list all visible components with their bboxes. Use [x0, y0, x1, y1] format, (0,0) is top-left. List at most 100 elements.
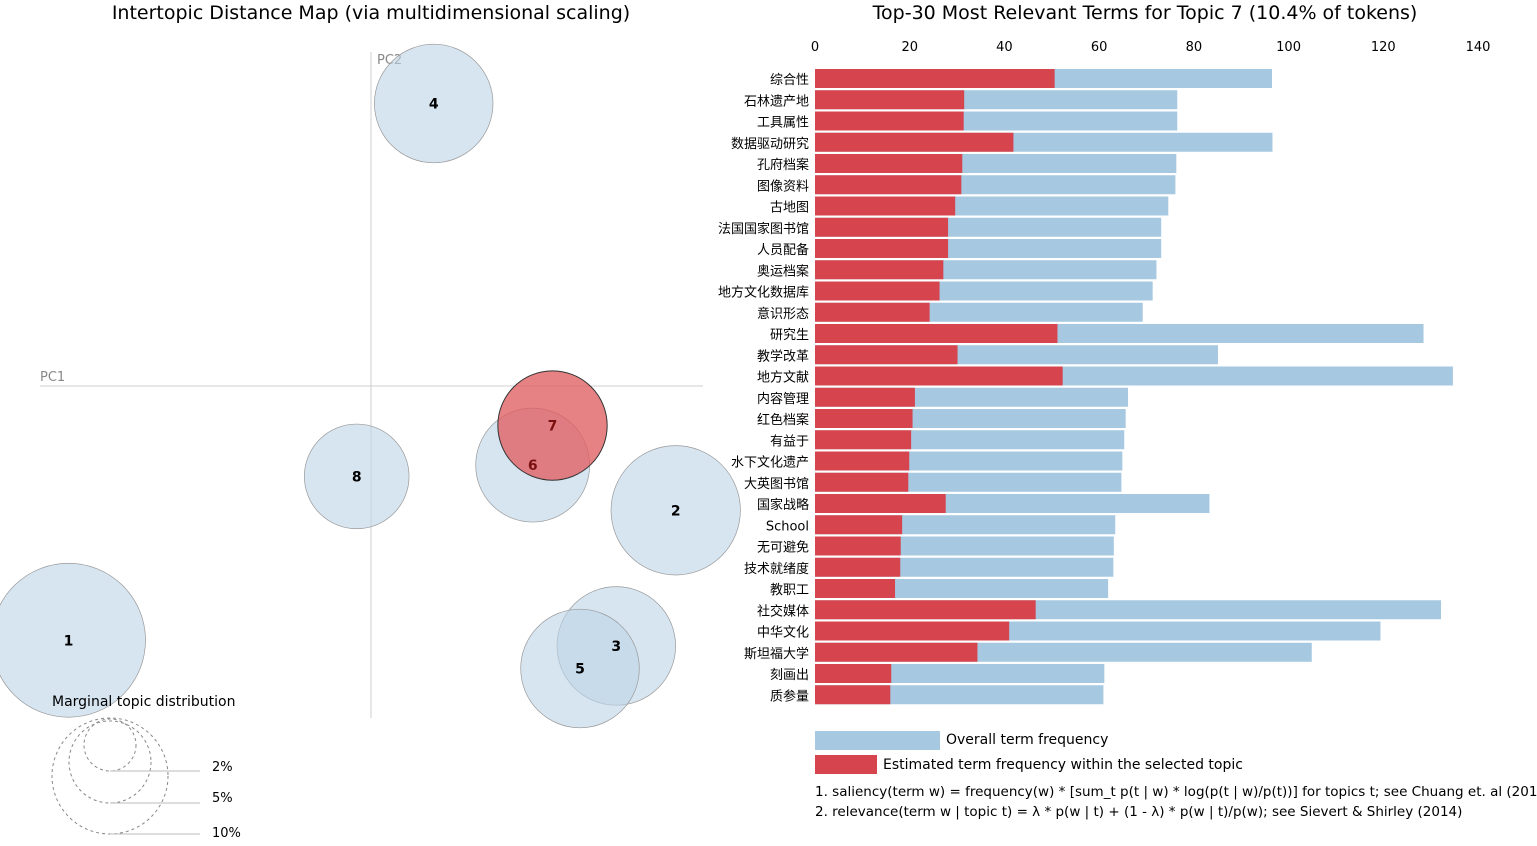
topic-label-7: 7 [548, 419, 558, 435]
topic-circle-1[interactable] [0, 562, 146, 718]
estimated-bar-4[interactable] [815, 154, 963, 173]
topic-label-1: 1 [64, 633, 74, 649]
estimated-bar-13[interactable] [815, 345, 958, 365]
x-tick-40: 40 [996, 40, 1013, 55]
term-label-28[interactable]: 刻画出 [770, 668, 809, 683]
topic-label-6: 6 [528, 458, 538, 474]
marginal-circle-2pct [83, 718, 137, 772]
topic-label-2: 2 [671, 503, 681, 519]
term-label-18[interactable]: 水下文化遗产 [731, 456, 809, 471]
topic-label-3: 3 [611, 639, 621, 655]
marginal-circle-5pct [68, 720, 152, 804]
estimated-bar-2[interactable] [815, 111, 964, 131]
x-tick-0: 0 [811, 40, 819, 55]
estimated-bar-27[interactable] [815, 642, 978, 662]
term-label-4[interactable]: 孔府档案 [757, 158, 809, 173]
estimated-bar-26[interactable] [815, 621, 1010, 641]
term-label-8[interactable]: 人员配备 [757, 242, 809, 258]
term-label-6[interactable]: 古地图 [770, 201, 809, 216]
term-label-22[interactable]: 无可避免 [757, 541, 809, 556]
legend-swatch-estimated [815, 755, 877, 774]
term-label-5[interactable]: 图像资料 [757, 179, 809, 194]
term-label-11[interactable]: 意识形态 [757, 306, 809, 322]
intertopic-map-title: Intertopic Distance Map (via multidimens… [112, 2, 630, 24]
topic-label-5: 5 [575, 662, 585, 678]
term-label-12[interactable]: 研究生 [770, 328, 809, 343]
estimated-bar-3[interactable] [815, 132, 1014, 152]
x-tick-140: 140 [1466, 40, 1491, 55]
term-chart-legend: Overall term frequency Estimated term fr… [815, 731, 1243, 774]
x-tick-80: 80 [1186, 40, 1203, 55]
estimated-bar-15[interactable] [815, 387, 915, 407]
marginal-topic-distribution: Marginal topic distribution 2% 5% 10% [51, 694, 241, 841]
estimated-bar-18[interactable] [815, 451, 910, 471]
relevance-note: 2. relevance(term w | topic t) = λ * p(w… [815, 804, 1462, 820]
topic-label-4: 4 [429, 97, 439, 113]
term-label-23[interactable]: 技术就绪度 [744, 561, 809, 577]
term-label-1[interactable]: 石林遗产地 [744, 94, 809, 109]
term-label-24[interactable]: 教职工 [770, 582, 809, 598]
estimated-bar-17[interactable] [815, 430, 912, 450]
term-label-13[interactable]: 教学改革 [757, 348, 809, 364]
term-label-9[interactable]: 奥运档案 [757, 264, 809, 279]
legend-label-estimated: Estimated term frequency within the sele… [883, 757, 1243, 773]
marginal-circle-10pct [51, 717, 169, 835]
estimated-bar-20[interactable] [815, 494, 946, 513]
estimated-bar-16[interactable] [815, 409, 913, 428]
x-tick-120: 120 [1371, 40, 1396, 55]
estimated-bar-6[interactable] [815, 196, 956, 216]
x-tick-100: 100 [1276, 40, 1301, 55]
estimated-bar-5[interactable] [815, 175, 962, 195]
estimated-bar-22[interactable] [815, 536, 901, 556]
term-chart-x-ticks: 0 20 40 60 80 100 120 140 [811, 40, 1491, 55]
legend-swatch-overall [815, 731, 940, 750]
term-label-7[interactable]: 法国国家图书馆 [718, 221, 809, 237]
term-labels: 综合性石林遗产地工具属性数据驱动研究孔府档案图像资料古地图法国国家图书馆人员配备… [718, 73, 809, 704]
estimated-bar-7[interactable] [815, 217, 949, 237]
estimated-bar-25[interactable] [815, 600, 1036, 620]
term-label-14[interactable]: 地方文献 [757, 370, 809, 386]
x-tick-60: 60 [1091, 40, 1108, 55]
marginal-label-2pct: 2% [212, 760, 233, 775]
term-label-27[interactable]: 斯坦福大学 [744, 646, 809, 662]
estimated-bar-19[interactable] [815, 472, 909, 492]
term-label-29[interactable]: 质参量 [770, 688, 809, 704]
term-label-15[interactable]: 内容管理 [757, 391, 809, 407]
topic-circle-7[interactable] [497, 370, 608, 481]
estimated-bar-10[interactable] [815, 281, 940, 301]
topic-circle-5[interactable] [520, 608, 640, 729]
term-label-19[interactable]: 大英图书馆 [744, 477, 809, 492]
estimated-bar-28[interactable] [815, 664, 892, 683]
marginal-label-10pct: 10% [212, 826, 241, 841]
estimated-bar-8[interactable] [815, 239, 949, 258]
estimated-bar-21[interactable] [815, 515, 903, 535]
topic-circle-2[interactable] [610, 445, 741, 576]
term-label-20[interactable]: 国家战略 [757, 497, 809, 513]
term-label-25[interactable]: 社交媒体 [757, 603, 809, 619]
term-label-2[interactable]: 工具属性 [757, 116, 809, 131]
term-label-21[interactable]: School [766, 519, 809, 534]
term-label-17[interactable]: 有益于 [770, 434, 809, 449]
topic-circles: 1 2 3 4 5 6 7 8 [0, 43, 741, 729]
term-label-16[interactable]: 红色档案 [757, 412, 809, 428]
estimated-bar-12[interactable] [815, 324, 1058, 343]
estimated-bar-11[interactable] [815, 302, 930, 322]
estimated-bar-14[interactable] [815, 366, 1063, 386]
estimated-bar-1[interactable] [815, 90, 965, 110]
term-chart-title: Top-30 Most Relevant Terms for Topic 7 (… [872, 2, 1418, 24]
term-label-3[interactable]: 数据驱动研究 [731, 137, 809, 152]
term-label-0[interactable]: 综合性 [770, 73, 809, 88]
term-label-10[interactable]: 地方文化数据库 [718, 285, 809, 301]
estimated-bar-23[interactable] [815, 557, 901, 577]
estimated-bar-29[interactable] [815, 685, 891, 705]
estimated-bar-9[interactable] [815, 260, 944, 280]
estimated-bar-0[interactable] [815, 69, 1055, 88]
term-label-26[interactable]: 中华文化 [757, 626, 809, 641]
term-bars [815, 69, 1453, 705]
x-tick-20: 20 [901, 40, 918, 55]
topic-circle-4[interactable] [374, 43, 494, 164]
pc1-label: PC1 [40, 370, 65, 385]
estimated-bar-24[interactable] [815, 579, 896, 598]
topic-circle-8[interactable] [303, 423, 410, 530]
